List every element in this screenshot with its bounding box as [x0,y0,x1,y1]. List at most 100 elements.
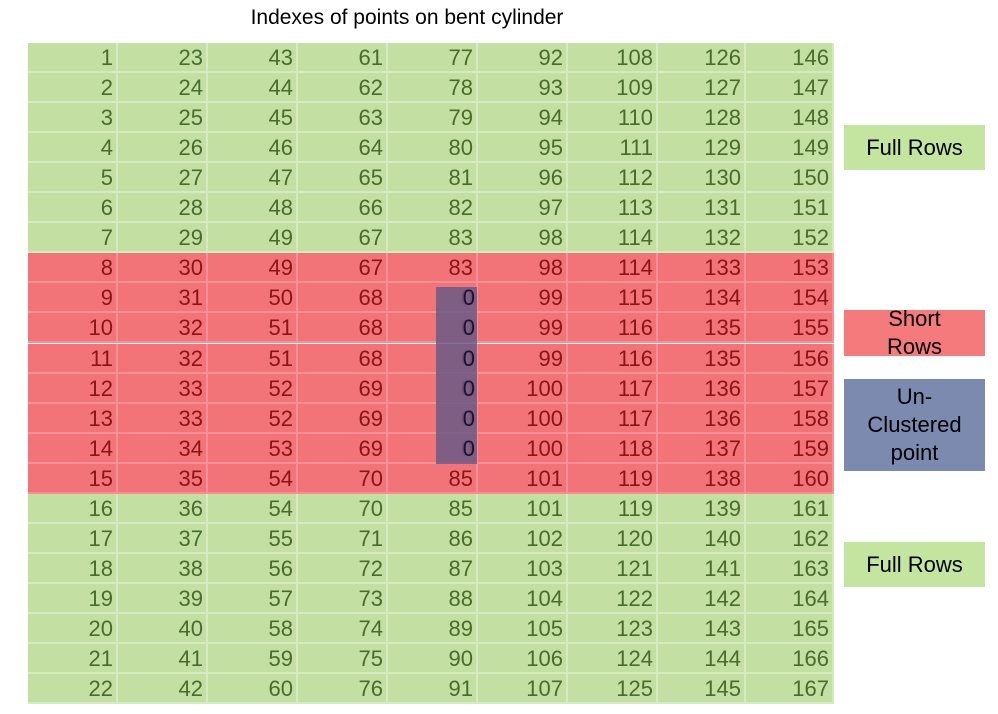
unclustered-value: 0 [462,315,475,341]
index-cell: 73 [298,583,388,614]
index-cell: 59 [208,644,298,674]
index-cell: 49 [208,253,298,284]
index-cell: 68 [298,343,388,374]
index-cell: 101 [478,463,568,494]
grid-row-19: 19 39 57 73 88 104 122 142 164 [28,583,834,614]
index-cell: 13 [28,403,118,434]
index-cell: 110 [568,103,658,134]
index-cell: 11 [28,343,118,374]
index-cell: 29 [118,223,208,254]
index-cell: 5 [28,163,118,194]
index-cell: 72 [298,553,388,584]
index-cell: 51 [208,313,298,344]
index-cell: 113 [568,193,658,224]
legend-short-line2: Rows [886,334,942,359]
index-cell: 120 [568,523,658,554]
index-cell: 92 [478,43,568,73]
index-cell: 27 [118,163,208,194]
index-cell: 36 [118,493,208,524]
index-cell: 90 [388,644,478,674]
index-cell: 52 [208,403,298,434]
index-cell: 48 [208,193,298,224]
index-cell: 155 [746,313,834,344]
index-cell: 102 [478,523,568,554]
index-cell: 28 [118,193,208,224]
index-cell: 57 [208,583,298,614]
index-cell: 9 [28,283,118,314]
index-cell: 100 [478,403,568,434]
index-cell: 42 [118,674,208,705]
index-cell: 47 [208,163,298,194]
grid-row-18: 18 38 56 72 87 103 121 141 163 [28,553,834,584]
index-cell: 119 [568,463,658,494]
index-cell: 95 [478,133,568,164]
index-cell: 98 [478,223,568,254]
legend-full-rows-top: Full Rows [844,125,985,170]
index-cell: 33 [118,373,208,404]
index-cell: 79 [388,103,478,134]
grid-row-1: 1 23 43 61 77 92 108 126 146 [28,43,834,73]
grid-row-17: 17 37 55 71 86 102 120 140 162 [28,523,834,554]
index-cell: 109 [568,73,658,104]
index-cell: 135 [658,313,746,344]
index-cell: 53 [208,433,298,464]
index-cell: 105 [478,613,568,644]
index-cell: 100 [478,433,568,464]
index-cell: 65 [298,163,388,194]
index-cell: 147 [746,73,834,104]
index-cell: 4 [28,133,118,164]
index-cell: 93 [478,73,568,104]
index-cell: 150 [746,163,834,194]
index-cell: 99 [478,343,568,374]
index-cell: 119 [568,493,658,524]
index-cell: 37 [118,523,208,554]
diagram-title: Indexes of points on bent cylinder [250,6,564,29]
index-cell: 32 [118,313,208,344]
index-cell: 117 [568,403,658,434]
index-cell: 40 [118,613,208,644]
index-cell: 39 [118,583,208,614]
index-cell: 165 [746,613,834,644]
unclustered-value: 0 [462,435,475,461]
index-cell: 163 [746,553,834,584]
index-cell: 162 [746,523,834,554]
index-cell: 117 [568,373,658,404]
index-cell: 99 [478,313,568,344]
grid-row-5: 5 27 47 65 81 96 112 130 150 [28,163,834,194]
index-cell: 136 [658,373,746,404]
index-cell: 106 [478,644,568,674]
index-cell: 142 [658,583,746,614]
index-cell: 22 [28,674,118,705]
index-cell: 112 [568,163,658,194]
index-cell: 19 [28,583,118,614]
index-cell: 25 [118,103,208,134]
index-cell: 54 [208,463,298,494]
index-cell: 21 [28,644,118,674]
legend-full-rows-bottom-label: Full Rows [866,551,963,577]
index-cell: 16 [28,493,118,524]
index-cell: 68 [298,283,388,314]
index-cell: 157 [746,373,834,404]
index-cell: 12 [28,373,118,404]
grid-row-3: 3 25 45 63 79 94 110 128 148 [28,103,834,134]
index-cell: 41 [118,644,208,674]
index-cell: 18 [28,553,118,584]
index-cell: 141 [658,553,746,584]
index-cell: 6 [28,193,118,224]
index-cell: 125 [568,674,658,705]
index-cell: 127 [658,73,746,104]
grid-row-21: 21 41 59 75 90 106 124 144 166 [28,644,834,674]
index-cell: 108 [568,43,658,73]
index-cell: 66 [298,193,388,224]
index-cell: 99 [478,283,568,314]
index-cell: 131 [658,193,746,224]
index-cell: 121 [568,553,658,584]
grid-row-4: 4 26 46 64 80 95 111 129 149 [28,133,834,164]
index-cell: 32 [118,343,208,374]
index-cell: 80 [388,133,478,164]
index-cell: 128 [658,103,746,134]
index-cell: 7 [28,223,118,254]
index-cell: 167 [746,674,834,705]
index-cell: 96 [478,163,568,194]
